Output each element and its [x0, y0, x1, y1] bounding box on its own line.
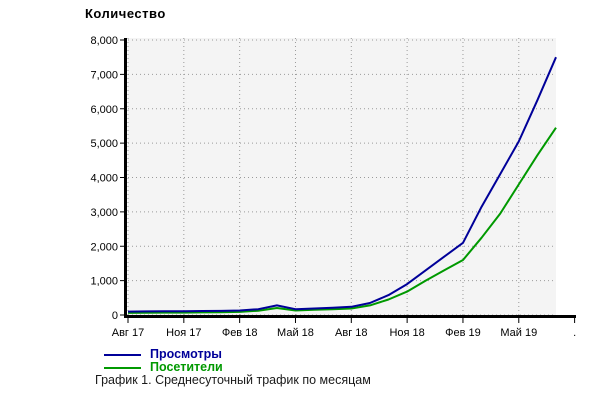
y-tick-label: 3,000 — [90, 207, 118, 219]
legend-label-views: Просмотры — [150, 347, 222, 361]
y-tick-label: 5,000 — [90, 138, 118, 150]
y-tick-label: 6,000 — [90, 104, 118, 116]
y-axis-line — [124, 38, 127, 318]
x-tick-label: Фев 18 — [222, 327, 258, 339]
series-line-views — [127, 56, 557, 313]
views-line-swatch — [104, 353, 141, 356]
x-axis-line — [124, 315, 576, 318]
legend-label-visitors: Посетители — [150, 360, 223, 374]
y-tick-label: 7,000 — [90, 69, 118, 81]
y-tick-label: 1,000 — [90, 276, 118, 288]
y-tick-label: 4,000 — [90, 173, 118, 185]
y-tick-label: 8,000 — [90, 35, 118, 47]
x-tick-label: Май 19 — [500, 327, 537, 339]
x-tick-label: Май 18 — [277, 327, 314, 339]
plot-area — [128, 38, 556, 315]
y-tick-label: 2,000 — [90, 241, 118, 253]
x-tick-label: Ноя 18 — [389, 327, 424, 339]
x-tick-label: . — [573, 327, 576, 339]
x-tick-label: Авг 18 — [335, 327, 367, 339]
x-tick-label: Фев 19 — [445, 327, 481, 339]
visitors-line-swatch — [104, 366, 141, 369]
x-tick-label: Ноя 17 — [166, 327, 201, 339]
legend-item-visitors: Посетители — [104, 361, 223, 374]
y-tick-label: 0 — [112, 310, 118, 322]
chart-caption: График 1. Среднесуточный трафик по месяц… — [95, 373, 371, 387]
legend-item-views: Просмотры — [104, 348, 223, 361]
chart-legend: Просмотры Посетители — [104, 348, 223, 374]
x-tick-label: Авг 17 — [112, 327, 144, 339]
chart-title: Количество — [85, 6, 166, 21]
series-line-visitors — [127, 127, 557, 314]
